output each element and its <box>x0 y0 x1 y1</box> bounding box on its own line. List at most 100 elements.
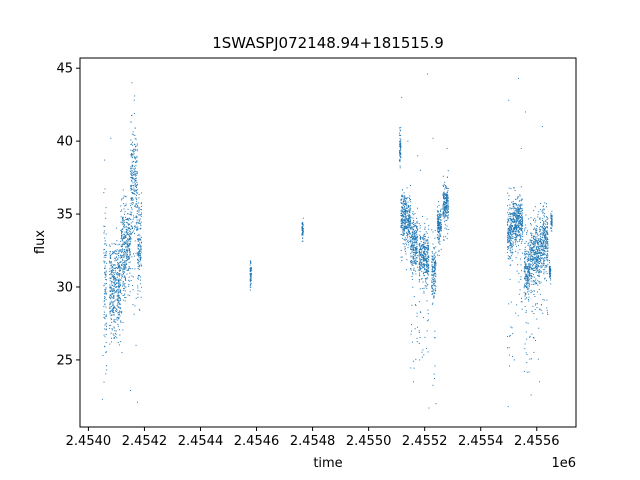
scatter-point <box>128 223 130 225</box>
scatter-point <box>420 248 422 250</box>
scatter-point <box>513 228 515 230</box>
scatter-point <box>249 289 251 291</box>
scatter-point <box>123 271 125 273</box>
scatter-point <box>440 213 442 215</box>
scatter-point <box>302 217 304 219</box>
scatter-point <box>399 141 401 143</box>
scatter-point <box>537 265 539 267</box>
scatter-point <box>549 272 551 274</box>
scatter-point <box>416 241 418 243</box>
scatter-point <box>400 149 402 151</box>
scatter-point <box>127 234 129 236</box>
scatter-point <box>443 209 445 211</box>
scatter-point <box>447 211 449 213</box>
scatter-point <box>421 270 423 272</box>
scatter-point <box>129 280 131 282</box>
scatter-point <box>447 229 449 231</box>
scatter-point <box>507 246 509 248</box>
scatter-point <box>433 258 435 260</box>
scatter-point <box>422 254 424 256</box>
scatter-point <box>249 271 251 273</box>
scatter-point <box>399 146 401 148</box>
scatter-point <box>539 252 541 254</box>
outlier-point <box>435 403 437 405</box>
scatter-point <box>127 213 129 215</box>
scatter-point <box>412 221 414 223</box>
scatter-point <box>400 219 402 221</box>
scatter-point <box>141 236 143 238</box>
scatter-point <box>524 298 526 300</box>
scatter-point <box>117 244 119 246</box>
scatter-point <box>537 260 539 262</box>
scatter-point <box>250 275 252 277</box>
scatter-point <box>409 206 411 208</box>
scatter-point <box>418 272 420 274</box>
scatter-point <box>515 243 517 245</box>
scatter-point <box>528 284 530 286</box>
scatter-point <box>518 231 520 233</box>
scatter-point <box>118 303 120 305</box>
scatter-point <box>511 219 513 221</box>
scatter-point <box>524 272 526 274</box>
scatter-point <box>109 304 111 306</box>
scatter-point <box>447 205 449 207</box>
scatter-point <box>512 229 514 231</box>
scatter-point <box>124 237 126 239</box>
scatter-point <box>402 214 404 216</box>
scatter-point <box>117 262 119 264</box>
scatter-point <box>124 226 126 228</box>
scatter-point <box>416 243 418 245</box>
scatter-point <box>517 214 519 216</box>
scatter-point <box>411 341 413 343</box>
scatter-point <box>418 270 420 272</box>
scatter-point <box>402 231 404 233</box>
scatter-point <box>409 232 411 234</box>
scatter-point <box>521 216 523 218</box>
outlier-point <box>417 155 419 157</box>
scatter-point <box>416 220 418 222</box>
scatter-point <box>431 285 433 287</box>
scatter-point <box>419 237 421 239</box>
scatter-point <box>401 218 403 220</box>
chart-title: 1SWASPJ072148.94+181515.9 <box>212 34 444 52</box>
scatter-point <box>443 239 445 241</box>
scatter-point <box>124 236 126 238</box>
scatter-point <box>113 295 115 297</box>
scatter-point <box>106 262 108 264</box>
scatter-point <box>521 223 523 225</box>
scatter-point <box>399 151 401 153</box>
scatter-point <box>123 275 125 277</box>
scatter-point <box>432 281 434 283</box>
scatter-point <box>121 246 123 248</box>
scatter-point <box>121 234 123 236</box>
scatter-point <box>440 234 442 236</box>
scatter-point <box>127 259 129 261</box>
scatter-point <box>399 159 401 161</box>
scatter-point <box>425 254 427 256</box>
scatter-point <box>140 296 142 298</box>
scatter-point <box>409 216 411 218</box>
scatter-point <box>411 262 413 264</box>
scatter-point <box>111 287 113 289</box>
scatter-point <box>542 254 544 256</box>
scatter-point <box>509 249 511 251</box>
scatter-point <box>127 253 129 255</box>
scatter-point <box>528 293 530 295</box>
scatter-point <box>427 283 429 285</box>
scatter-point <box>138 211 140 213</box>
scatter-point <box>530 232 532 234</box>
scatter-point <box>411 240 413 242</box>
scatter-point <box>542 243 544 245</box>
scatter-point <box>533 236 535 238</box>
scatter-point <box>535 254 537 256</box>
scatter-point <box>402 216 404 218</box>
scatter-point <box>131 178 133 180</box>
scatter-point <box>113 272 115 274</box>
scatter-point <box>137 202 139 204</box>
scatter-point <box>513 219 515 221</box>
scatter-point <box>443 200 445 202</box>
scatter-point <box>418 251 420 252</box>
scatter-point <box>419 263 421 265</box>
scatter-point <box>523 266 525 268</box>
scatter-point <box>131 275 133 277</box>
